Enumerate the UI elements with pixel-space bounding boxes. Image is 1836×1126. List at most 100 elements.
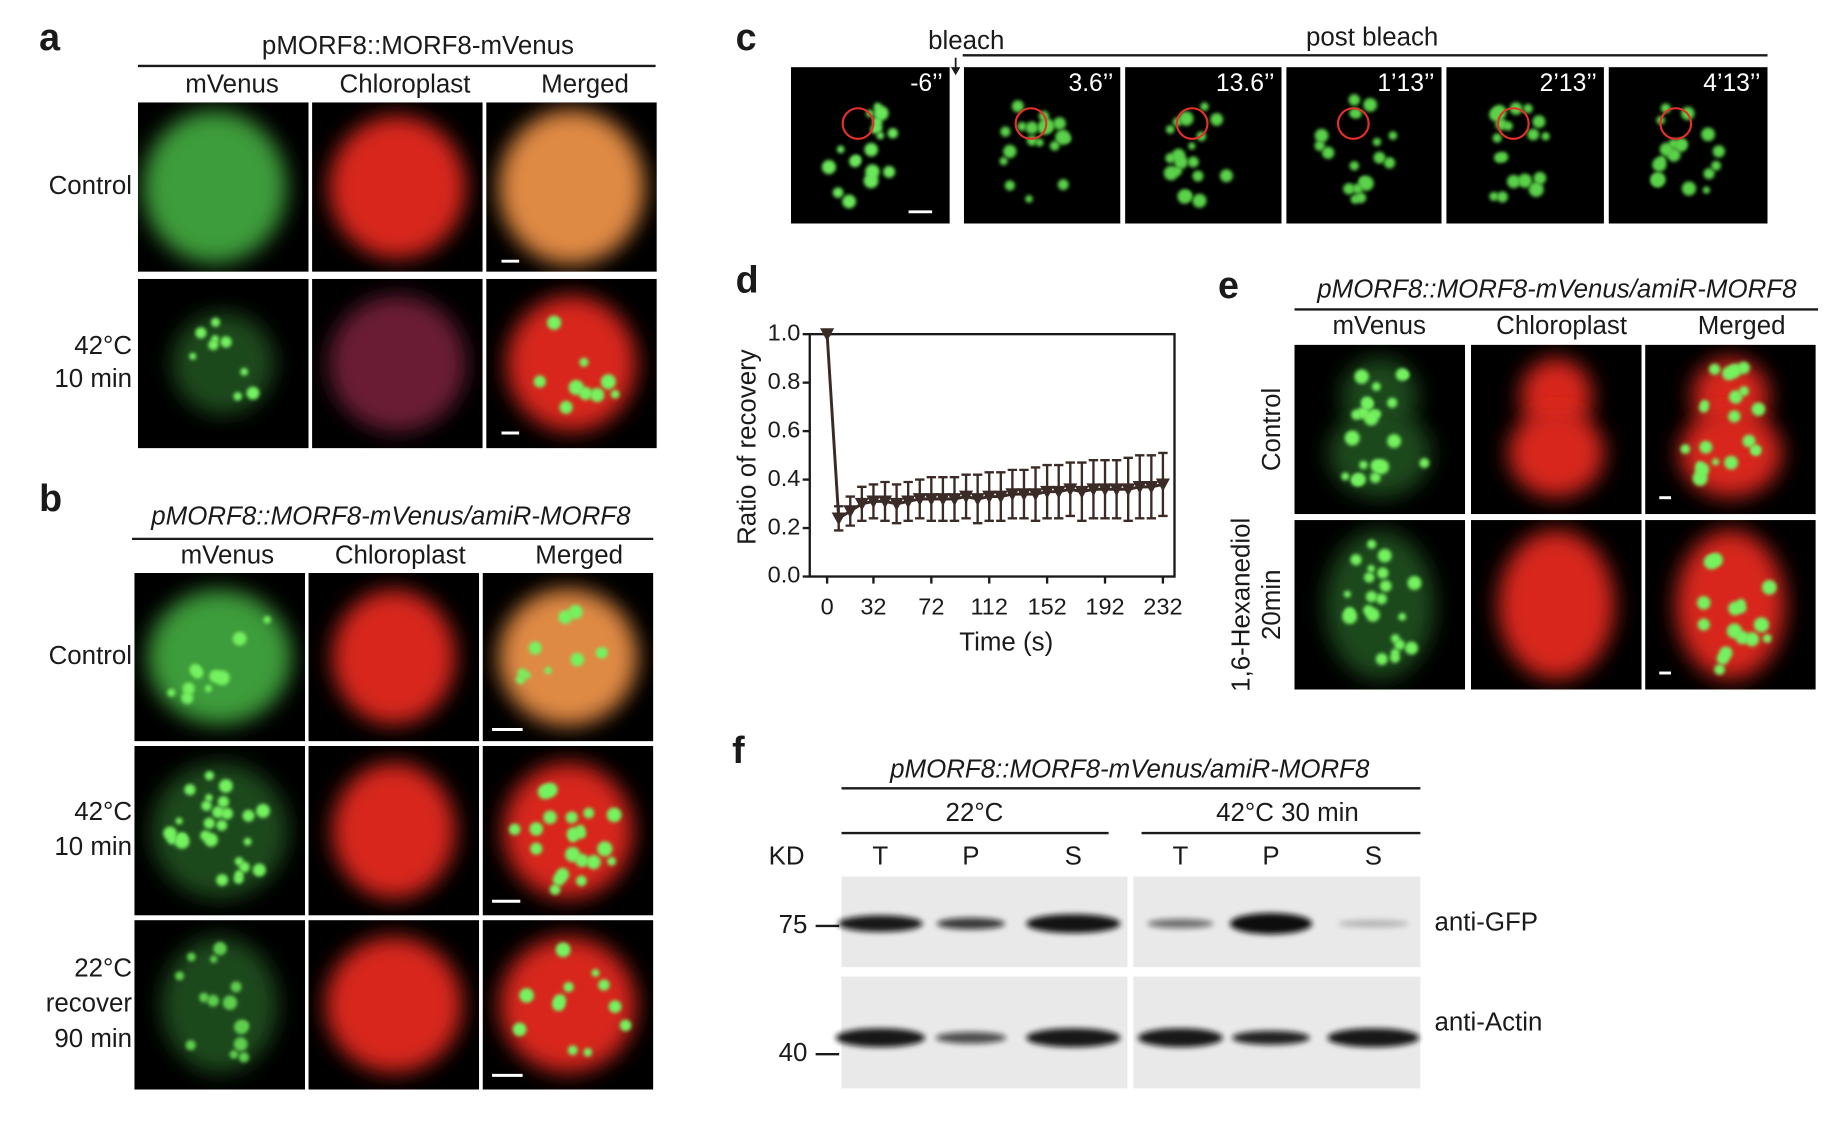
speckle	[255, 803, 270, 818]
row-label: Control	[1258, 388, 1286, 471]
data-marker	[1028, 488, 1043, 502]
column-label: mVenus	[181, 541, 275, 569]
row-label: 42°C	[74, 332, 132, 360]
speckle	[583, 1047, 593, 1057]
speckle	[1680, 444, 1691, 455]
row-label: 1,6-Hexanediol	[1228, 518, 1256, 692]
speckle	[1344, 607, 1355, 618]
x-tick-label: 32	[860, 594, 886, 620]
data-marker	[866, 495, 881, 509]
cell-signal	[148, 589, 292, 725]
data-marker	[1086, 483, 1101, 497]
speckle	[1314, 128, 1329, 143]
speckle	[1354, 369, 1369, 384]
speckle	[1657, 156, 1666, 165]
micrograph	[482, 745, 654, 916]
speckle	[1192, 193, 1207, 208]
speckle	[1751, 402, 1766, 417]
micrograph	[486, 278, 657, 449]
bleach-roi	[1336, 107, 1370, 140]
speckle	[1192, 170, 1204, 182]
speckle	[519, 988, 534, 1003]
cell-signal	[1508, 409, 1605, 498]
speckle	[220, 336, 232, 348]
data-marker	[1051, 485, 1066, 499]
speckle	[1528, 181, 1544, 197]
speckle	[263, 616, 271, 624]
y-tick-label: 0.4	[768, 465, 801, 491]
speckle	[1376, 593, 1387, 605]
blot-band	[1327, 1028, 1420, 1048]
data-marker	[1155, 478, 1170, 492]
speckle	[1040, 118, 1055, 133]
speckle	[1366, 539, 1377, 549]
speckle	[543, 810, 557, 825]
x-tick-label: 72	[918, 594, 944, 620]
speckle	[1025, 121, 1039, 135]
panel-title: pMORF8::MORF8-mVenus/amiR-MORF8	[150, 503, 631, 531]
micrograph	[308, 745, 480, 916]
micrograph	[312, 278, 483, 449]
speckle	[1390, 634, 1400, 643]
speckle	[600, 374, 616, 390]
speckle	[1419, 458, 1430, 469]
speckle	[1375, 653, 1388, 666]
cell-signal	[332, 589, 456, 725]
panel-label: f	[732, 729, 745, 771]
speckle	[1004, 180, 1016, 191]
data-marker	[924, 493, 939, 507]
speckle	[1314, 140, 1325, 151]
speckle	[216, 874, 229, 887]
speckle	[1716, 652, 1729, 665]
speckle	[1750, 444, 1762, 456]
speckle	[1395, 368, 1409, 381]
y-tick-label: 1.0	[768, 319, 801, 345]
data-marker	[1097, 483, 1113, 497]
speckle	[1351, 409, 1362, 420]
speckle	[1353, 473, 1366, 486]
column-label: Chloroplast	[340, 71, 471, 99]
data-marker	[889, 497, 904, 511]
speckle	[608, 1000, 622, 1013]
speckle	[1728, 390, 1743, 404]
speckle	[529, 822, 544, 836]
speckle	[1025, 195, 1033, 203]
speckle	[607, 856, 617, 866]
speckle	[1724, 455, 1739, 470]
micrograph-bg	[1446, 67, 1604, 224]
speckle	[189, 663, 202, 676]
speckle	[1377, 567, 1389, 579]
data-marker	[901, 495, 916, 509]
time-label: 3.6’’	[1068, 70, 1113, 97]
column-label: mVenus	[1332, 312, 1426, 340]
speckle	[598, 979, 610, 991]
speckle	[591, 968, 600, 977]
speckle	[832, 187, 844, 198]
bleach-label: bleach	[928, 27, 1004, 55]
speckle	[883, 165, 896, 178]
speckle	[238, 1051, 250, 1063]
data-marker	[831, 512, 846, 526]
speckle	[1179, 111, 1194, 126]
time-label: 2’13’’	[1540, 70, 1597, 97]
x-axis-title: Time (s)	[959, 628, 1053, 656]
time-label: 4’13’’	[1703, 70, 1760, 97]
cell-signal	[172, 312, 275, 415]
micrograph	[308, 573, 480, 742]
speckle	[1348, 94, 1361, 106]
speckle	[233, 391, 243, 401]
speckle	[167, 688, 176, 697]
speckle	[167, 835, 177, 845]
cell-signal	[499, 110, 644, 264]
speckle	[836, 145, 845, 154]
panel-label: e	[1218, 264, 1239, 306]
speckle	[576, 875, 587, 887]
micrograph	[963, 67, 1121, 224]
data-marker	[1121, 483, 1136, 497]
speckle	[887, 128, 899, 139]
panel-title: pMORF8::MORF8-mVenus/amiR-MORF8	[889, 756, 1370, 784]
blot-band	[837, 915, 923, 932]
speckle	[1532, 115, 1546, 129]
x-tick-label: 232	[1143, 594, 1182, 620]
row-label: recover	[46, 990, 133, 1018]
